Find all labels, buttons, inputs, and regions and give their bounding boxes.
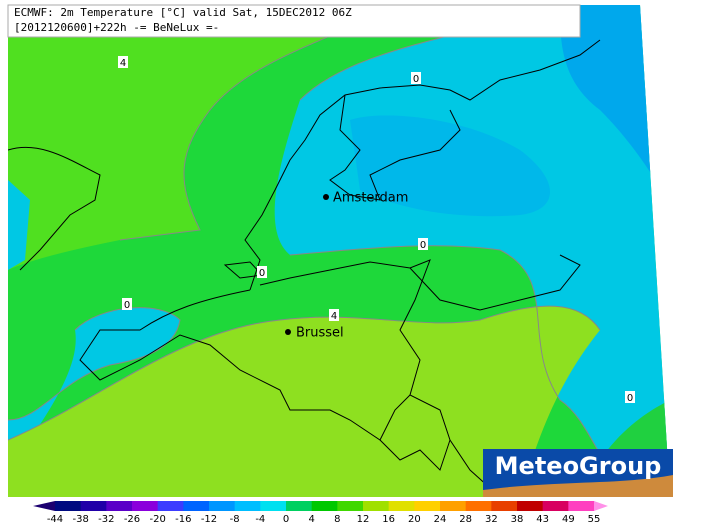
colorbar-tick-label: 55 [588,514,601,525]
contour-label-box [122,298,132,310]
header-line2: [2012120600]+222h -= BeNeLux =- [14,21,219,34]
colorbar-tick-label: 12 [357,514,370,525]
colorbar-end [33,501,55,511]
colorbar-segment [311,501,338,511]
colorbar-tick-label: 28 [459,514,472,525]
colorbar-segment [209,501,236,511]
colorbar-tick-label: -38 [72,514,88,525]
logo: MeteoGroup [483,449,673,497]
colorbar-segment [363,501,390,511]
colorbar-tick-label: 20 [408,514,421,525]
colorbar-segment [491,501,518,511]
colorbar-segment [517,501,544,511]
colorbar-segment [337,501,364,511]
contour-labels: 4 0 0 0 0 4 0 [118,56,635,404]
contour-label: 4 [120,58,126,69]
contour-label: 0 [420,240,426,251]
logo-text: MeteoGroup [495,452,662,480]
colorbar-tick-label: -20 [149,514,165,525]
colorbar-segment [440,501,467,511]
colorbar-segment [388,501,415,511]
colorbar-end [594,501,608,511]
field-yellow-green [8,306,600,497]
city-label: Brussel [296,326,344,341]
colorbar-segment [234,501,261,511]
colorbar-segment [260,501,287,511]
colorbar-segment [465,501,492,511]
colorbar-segment [80,501,107,511]
colorbar-tick-label: 24 [434,514,447,525]
colorbar-tick-label: 38 [511,514,524,525]
colorbar-tick-label: -32 [98,514,114,525]
colorbar-segment [157,501,184,511]
header-line1: ECMWF: 2m Temperature [°C] valid Sat, 15… [14,6,352,19]
contour-label: 0 [627,393,633,404]
city-dot [285,329,291,335]
colorbar-tick-label: 16 [382,514,395,525]
colorbar-segment [414,501,441,511]
header-box [7,4,581,38]
contour-label: 0 [124,300,130,311]
colorbar-tick-label: -26 [124,514,140,525]
contour-label-box [257,266,267,278]
contour-label-box [329,309,339,321]
colorbar-segment [542,501,569,511]
colorbar-tick-label: -8 [230,514,240,525]
borders-coastlines [8,39,601,497]
colorbar-segment [183,501,210,511]
contour-label: 0 [259,268,265,279]
cities: Amsterdam Brussel [285,191,408,341]
contour-label-box [411,72,421,84]
colorbar-tick-label: 43 [536,514,549,525]
colorbar-segment [132,501,159,511]
colorbar-tick-label: 0 [283,514,289,525]
colorbar-segment [106,501,133,511]
city-dot [323,194,329,200]
logo-swoosh [483,475,673,497]
field-blue-inner [350,115,550,217]
contour-label-box [418,238,428,250]
colorbar-segment [55,501,82,511]
colorbar-tick-label: -12 [201,514,217,525]
colorbar-tick-label: 8 [334,514,340,525]
contour-label: 0 [413,74,419,85]
colorbar-segment [286,501,313,511]
colorbar: -44 -38 -32 -26 -20 -16 -12 -8 -4 0 4 8 12 16 20 24 28 32… [33,501,608,525]
field-cyan-west [8,180,180,470]
city-label: Amsterdam [333,191,408,206]
map-area [8,5,670,497]
contour-label-box [118,56,128,68]
colorbar-tick-label: -44 [47,514,63,525]
colorbar-tick-label: 4 [308,514,314,525]
contour-label-box [625,391,635,403]
colorbar-tick-label: 49 [562,514,575,525]
colorbar-tick-label: -16 [175,514,191,525]
field-light-green [8,5,400,270]
colorbar-tick-label: -4 [255,514,265,525]
colorbar-tick-label: 32 [485,514,498,525]
contour-label: 4 [331,311,337,322]
colorbar-segment [568,501,595,511]
